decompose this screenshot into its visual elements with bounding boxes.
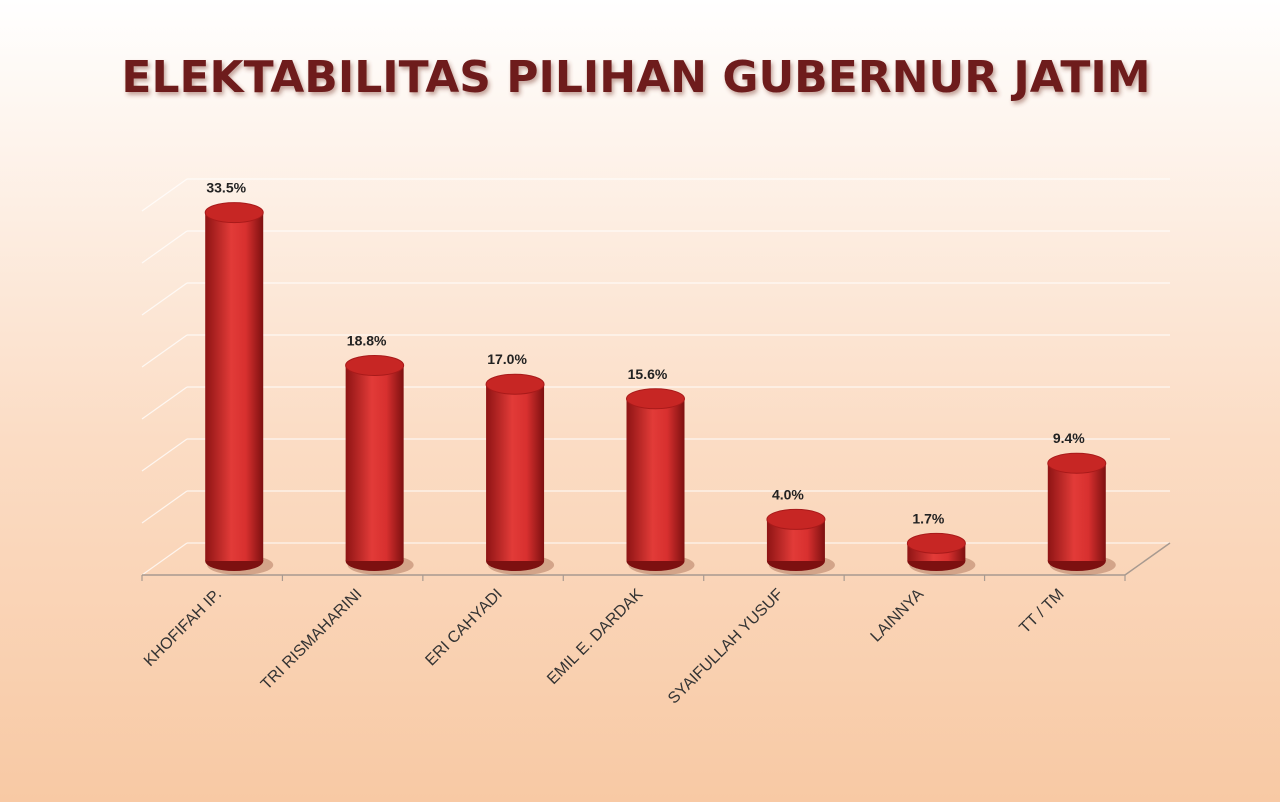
grid-line-side [141, 542, 188, 576]
bar-cap [345, 354, 405, 376]
bar-cap [626, 388, 685, 410]
bar-cap [766, 508, 826, 530]
grid-line-side [141, 230, 188, 264]
bar [205, 212, 264, 561]
value-label: 18.8% [347, 332, 387, 348]
bar-cap [1047, 452, 1107, 474]
bar-cap [204, 202, 264, 224]
bar-cap [485, 373, 545, 395]
bar [1047, 463, 1106, 561]
grid-line-side [141, 334, 188, 368]
value-label: 15.6% [628, 366, 668, 382]
grid-line-side [141, 386, 188, 420]
chart-title: ELEKTABILITAS PILIHAN GUBERNUR JATIM [121, 52, 1150, 103]
value-label: 33.5% [206, 180, 246, 196]
grid-line-side [141, 178, 188, 212]
bar [626, 398, 685, 561]
grid-line-side [141, 438, 188, 472]
bar [345, 365, 404, 561]
bar [486, 384, 545, 561]
value-label: 1.7% [912, 510, 944, 526]
grid-line-side [141, 490, 188, 524]
value-label: 9.4% [1053, 430, 1085, 446]
value-label: 4.0% [772, 486, 804, 502]
grid-line-side [141, 282, 188, 316]
bar-cap [906, 532, 966, 554]
floor-edge [1124, 542, 1171, 576]
value-label: 17.0% [487, 351, 527, 367]
